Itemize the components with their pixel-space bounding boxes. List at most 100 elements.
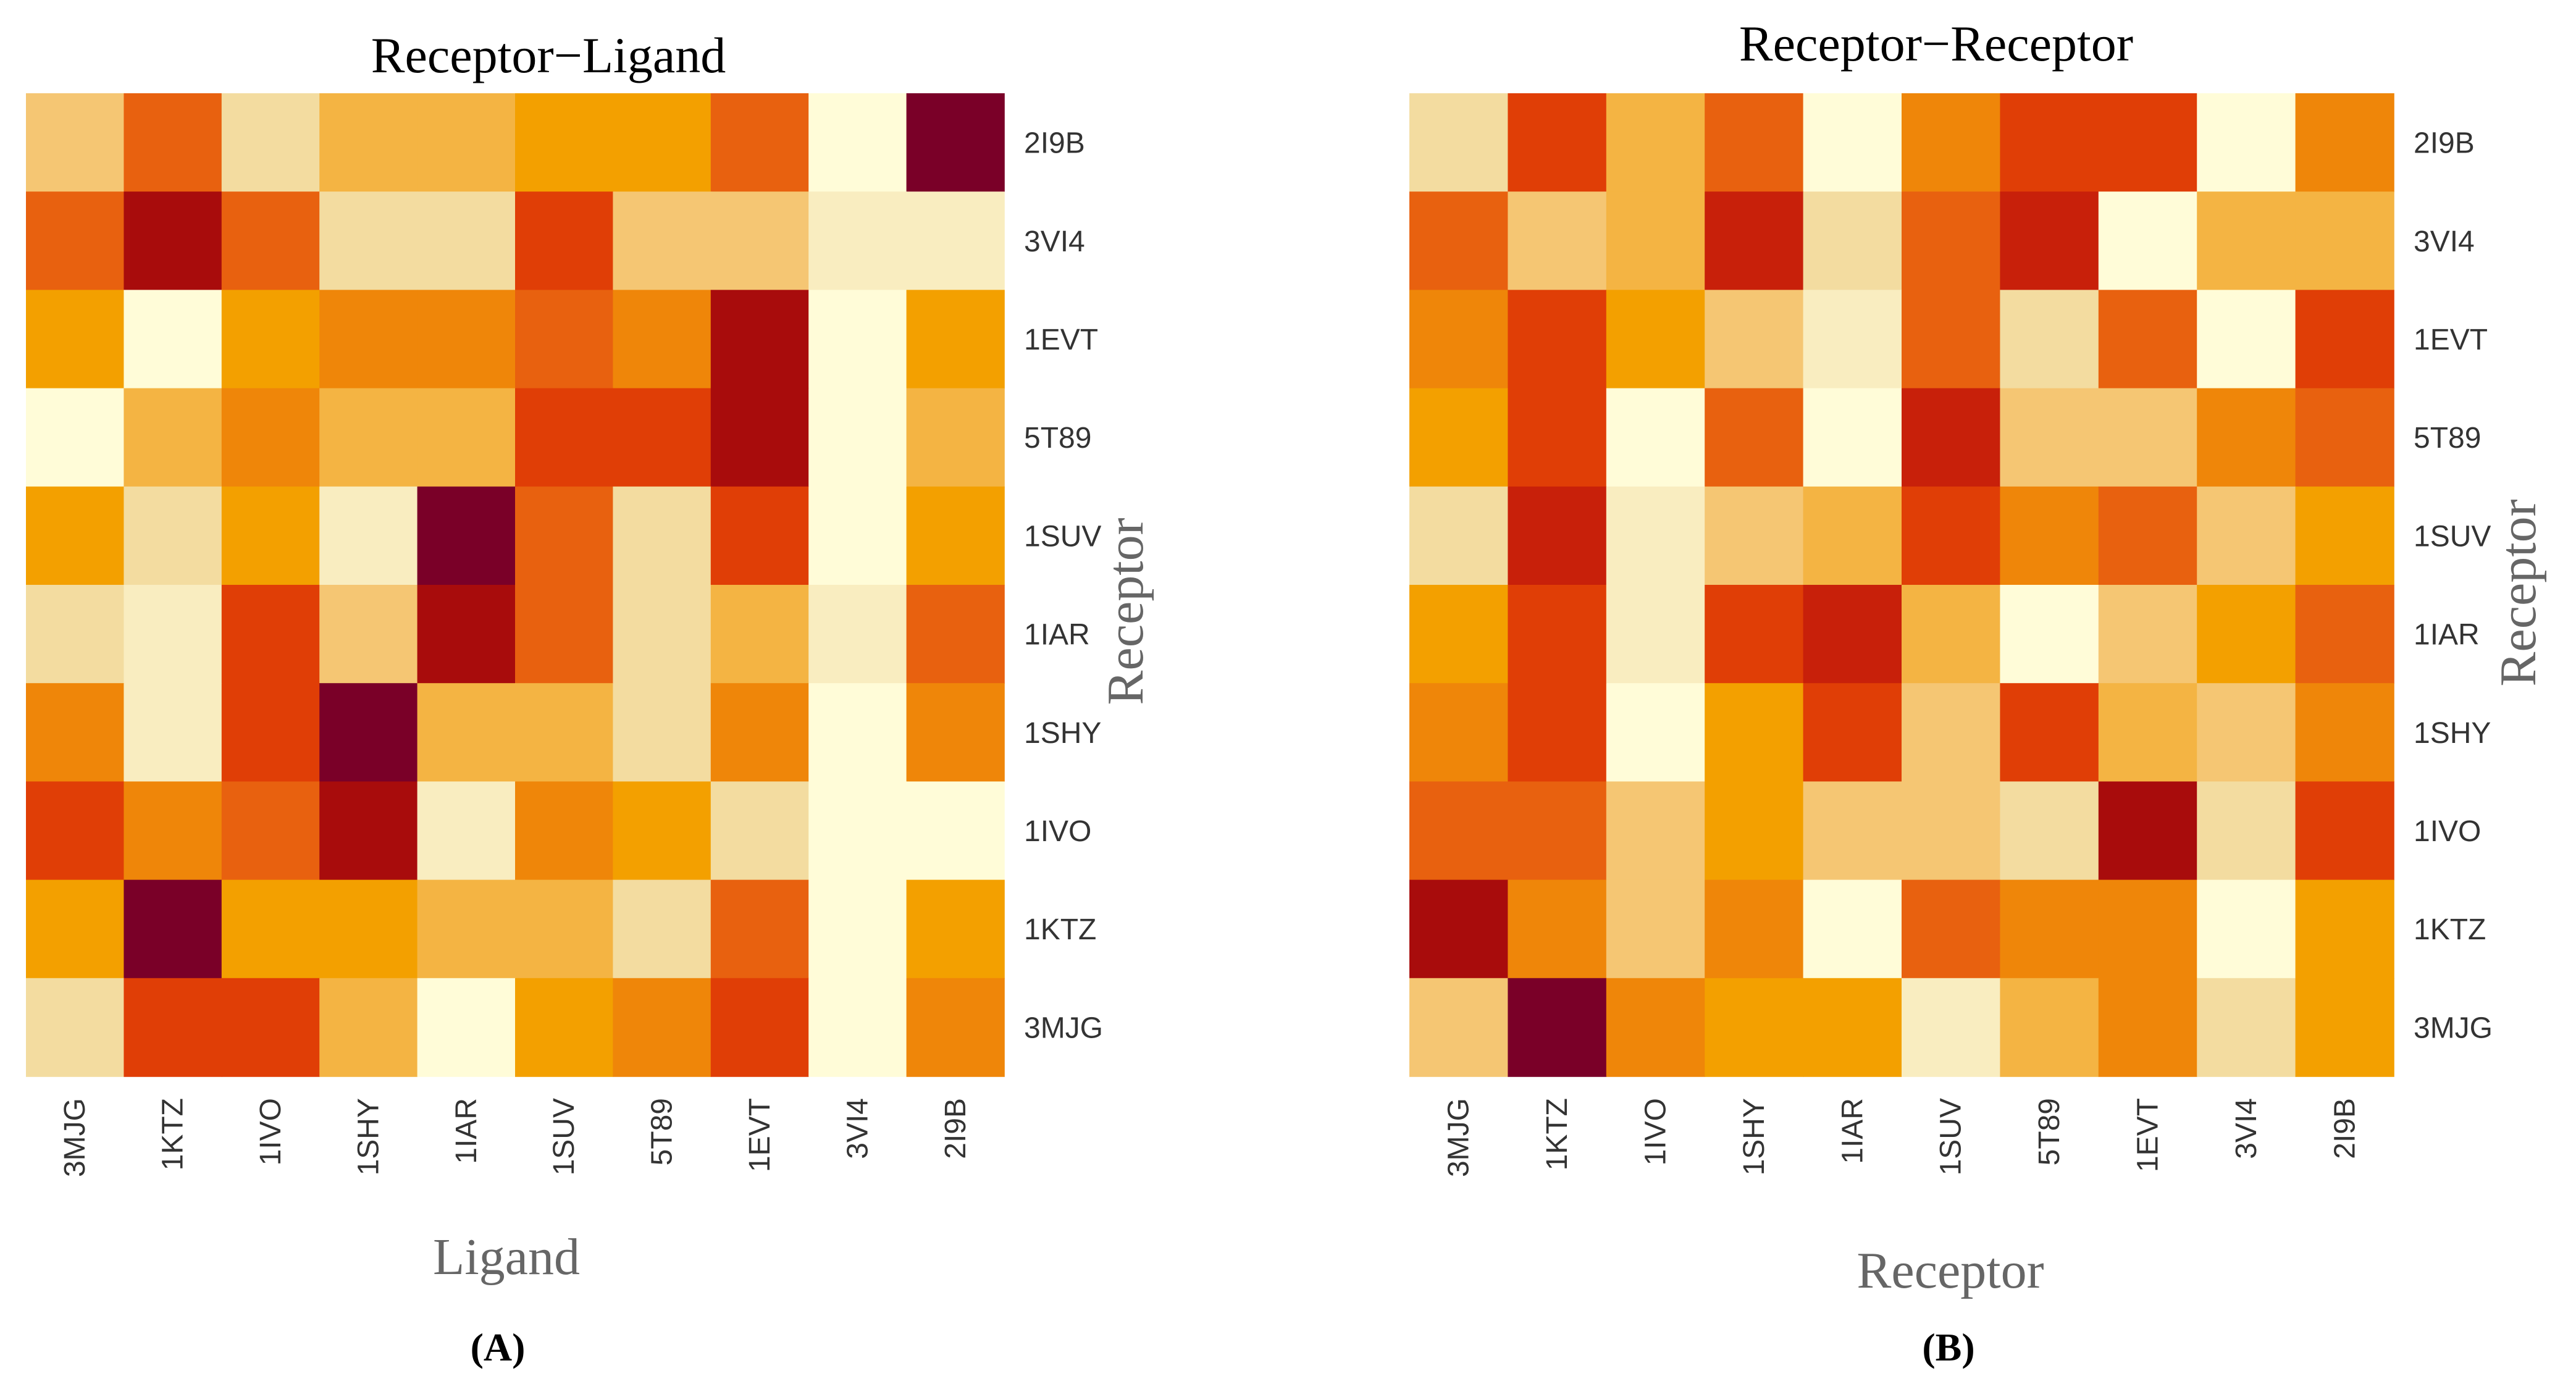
panel-b-cell-3mjg-3mjg [1409,978,1509,1077]
panel-b-cell-1shy-1ktz [1508,683,1607,782]
panel-b-x-tick-1ktz: 1KTZ [1541,1098,1574,1170]
panel-a-cell-1ktz-1ktz [124,879,222,979]
panel-a-cell-1ivo-5t89 [613,781,711,881]
panel-a-cell-2i9b-3vi4 [808,93,907,192]
panel-b-cell-5t89-1evt [2098,388,2197,487]
panel-b-x-tick-1suv: 1SUV [1935,1098,1968,1175]
panel-a-cell-5t89-1ivo [221,388,320,487]
panel-b-cell-5t89-1iar [1803,388,1902,487]
panel-b-cell-1iar-1ivo [1606,585,1705,684]
panel-b-cell-3vi4-3vi4 [2197,191,2296,291]
panel-a-cell-2i9b-2i9b [906,93,1005,192]
panel-b-cell-1shy-1shy [1705,683,1804,782]
panel-a-cell-2i9b-5t89 [613,93,711,192]
panel-a-x-tick-1shy: 1SHY [352,1098,385,1175]
panel-b-y-ticks: 2I9B 3VI4 1EVT 5T89 1SUV 1IAR 1SHY 1IVO 1KTZ 3MJG [2414,127,2493,1045]
panel-a-cell-3vi4-1ivo [221,191,320,291]
panel-b-cell-1shy-1suv [1902,683,2001,782]
panel-a-cell-5t89-2i9b [906,388,1005,487]
panel-a-y-tick-3mjg: 3MJG [1024,1012,1103,1044]
panel-b-cell-1shy-2i9b [2295,683,2394,782]
panel-b-cell-3mjg-3vi4 [2197,978,2296,1077]
panel-b-cell-1ivo-2i9b [2295,781,2394,881]
panel-b: Receptor−Receptor 3MJG 1KTZ 1IVO 1SHY 1IAR 1S… [1409,15,2547,1369]
panel-a-cell-1ivo-3vi4 [808,781,907,881]
panel-b-cell-1suv-1suv [1902,486,2001,585]
panel-a-y-tick-1shy: 1SHY [1024,717,1101,750]
panel-b-y-tick-2i9b: 2I9B [2414,127,2475,160]
panel-b-cell-3vi4-1iar [1803,191,1902,291]
panel-b-cell-2i9b-3vi4 [2197,93,2296,192]
panel-b-cell-2i9b-1suv [1902,93,2001,192]
panel-a-cell-3mjg-1ivo [221,978,320,1077]
panel-a-title: Receptor−Ligand [371,27,726,83]
panel-b-cell-1suv-1evt [2098,486,2197,585]
panel-a-x-ticks: 3MJG 1KTZ 1IVO 1SHY 1IAR 1SUV 5T89 1EVT 3VI4 2I9B [59,1098,972,1177]
panel-a-x-tick-3vi4: 3VI4 [841,1098,874,1159]
panel-a-y-tick-1evt: 1EVT [1024,324,1098,356]
panel-a-cell-5t89-3vi4 [808,388,907,487]
panel-a-cell-1shy-1iar [417,683,516,782]
panel-b-cell-3mjg-5t89 [2000,978,2099,1077]
panel-a-cell-5t89-1evt [710,388,809,487]
panel-b-y-tick-5t89: 5T89 [2414,422,2481,455]
panel-b-cell-1ivo-1ivo [1606,781,1705,881]
panel-a-cell-1evt-1iar [417,290,516,389]
panel-a-cell-1ivo-1iar [417,781,516,881]
panel-a-cell-5t89-5t89 [613,388,711,487]
panel-b-cell-1ivo-1ktz [1508,781,1607,881]
panel-a-cell-3vi4-1suv [515,191,614,291]
panel-a-cell-1ktz-1ivo [221,879,320,979]
panel-b-x-tick-5t89: 5T89 [2033,1098,2066,1165]
panel-a-label: (A) [471,1325,526,1369]
panel-a-cell-1ivo-2i9b [906,781,1005,881]
panel-b-cell-3vi4-1ktz [1508,191,1607,291]
panel-a-x-tick-2i9b: 2I9B [939,1098,972,1159]
panel-a-y-ticks: 2I9B 3VI4 1EVT 5T89 1SUV 1IAR 1SHY 1IVO 1KTZ 3MJG [1024,127,1103,1045]
panel-b-x-tick-3vi4: 3VI4 [2230,1098,2263,1159]
panel-a-cell-1ivo-1suv [515,781,614,881]
panel-a-cell-1suv-3vi4 [808,486,907,585]
panel-b-title: Receptor−Receptor [1739,15,2133,72]
panel-b-cell-3mjg-2i9b [2295,978,2394,1077]
panel-a-cell-2i9b-1ivo [221,93,320,192]
panel-a-cell-1ktz-5t89 [613,879,711,979]
panel-b-cell-3mjg-1shy [1705,978,1804,1077]
panel-b-cell-2i9b-1evt [2098,93,2197,192]
panel-a-cell-1shy-1ivo [221,683,320,782]
panel-a-cell-1shy-1suv [515,683,614,782]
panel-b-cell-5t89-3mjg [1409,388,1509,487]
panel-a-cell-1evt-1evt [710,290,809,389]
panel-b-cell-1suv-1iar [1803,486,1902,585]
panel-b-y-tick-1ivo: 1IVO [2414,815,2481,848]
panel-a-heatmap-grid [26,93,1005,1077]
panel-b-cell-1ktz-1evt [2098,879,2197,979]
panel-b-cell-2i9b-5t89 [2000,93,2099,192]
panel-a-cell-3mjg-1ktz [124,978,222,1077]
panel-b-cell-1evt-3mjg [1409,290,1509,389]
panel-b-cell-1iar-3mjg [1409,585,1509,684]
panel-a-cell-1shy-2i9b [906,683,1005,782]
panel-a-cell-2i9b-1suv [515,93,614,192]
panel-b-cell-3mjg-1evt [2098,978,2197,1077]
panel-a-cell-1iar-1ktz [124,585,222,684]
panel-b-cell-1evt-1ktz [1508,290,1607,389]
panel-a-cell-1evt-2i9b [906,290,1005,389]
panel-a-cell-3vi4-1evt [710,191,809,291]
panel-b-cell-2i9b-3mjg [1409,93,1509,192]
panel-a-cell-1ktz-3mjg [26,879,125,979]
panel-a-cell-3vi4-3mjg [26,191,125,291]
panel-a-cell-1shy-1shy [319,683,418,782]
panel-a-cell-1iar-3mjg [26,585,125,684]
panel-a-cell-1ivo-1ktz [124,781,222,881]
panel-a-cell-1ktz-2i9b [906,879,1005,979]
panel-b-cell-1shy-1ivo [1606,683,1705,782]
panel-a-cell-3mjg-2i9b [906,978,1005,1077]
panel-a-cell-3mjg-1iar [417,978,516,1077]
panel-b-cell-1ktz-1ivo [1606,879,1705,979]
panel-a-y-tick-1iar: 1IAR [1024,619,1090,652]
panel-b-cell-2i9b-1ivo [1606,93,1705,192]
panel-b-x-tick-1iar: 1IAR [1836,1098,1869,1164]
panel-b-x-tick-1shy: 1SHY [1738,1098,1771,1175]
panel-a-x-axis-label: Ligand [433,1228,580,1286]
